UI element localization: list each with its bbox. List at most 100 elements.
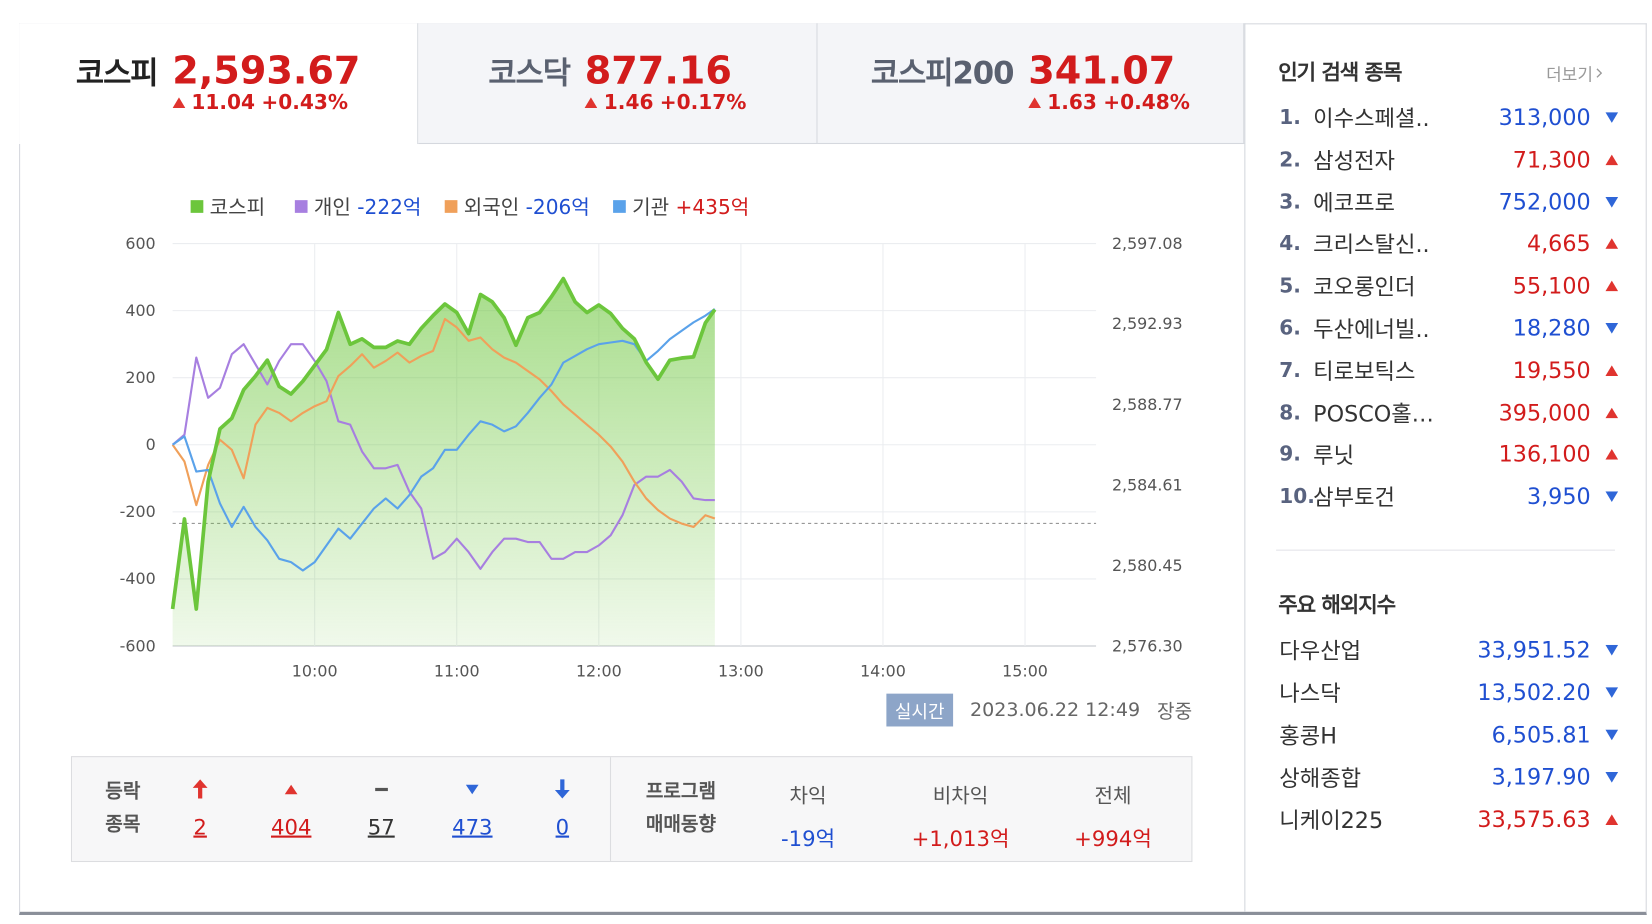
index-tab[interactable]: 코스피 2,593.67 11.04 +0.43% [19, 23, 419, 145]
legend-name: 개인 [314, 195, 351, 219]
popular-item[interactable]: 6. 두산에너빌.. 18,280 [1279, 312, 1619, 344]
y-tick-label: -600 [120, 636, 156, 655]
triangle-shape [1605, 154, 1619, 165]
stock-name[interactable]: 루닛 [1313, 443, 1355, 469]
change-amount[interactable]: 11.04 [191, 91, 256, 115]
stock-price[interactable]: 313,000 [1498, 104, 1591, 131]
index-name: 홍콩H [1279, 723, 1337, 749]
change-rate[interactable]: +0.17% [659, 91, 747, 115]
breadth-count[interactable]: 0 [555, 814, 570, 840]
stock-price[interactable]: 136,100 [1498, 442, 1591, 468]
series-line [172, 308, 716, 572]
more-text[interactable]: 더보기 [1546, 64, 1593, 85]
stock-price[interactable]: 71,300 [1512, 146, 1591, 173]
legend-swatch [613, 200, 626, 213]
chevron [1596, 68, 1603, 78]
popular-item[interactable]: 10. 삼부토건 3,950 [1279, 481, 1619, 513]
triangle-shape [1605, 644, 1619, 656]
rank[interactable]: 4. [1279, 232, 1301, 256]
index-change[interactable]: 11.04 +0.43% [172, 91, 360, 114]
stock-name[interactable]: POSCO홀… [1313, 400, 1434, 427]
breadth-count[interactable]: 404 [271, 814, 312, 840]
popular-item[interactable]: 2. 삼성전자 71,300 [1279, 144, 1619, 176]
breadth-count[interactable]: 2 [193, 814, 207, 840]
popular-item[interactable]: 9. 루닛 136,100 [1279, 439, 1619, 471]
program-value: +1,013억 [911, 826, 1010, 852]
change-amount[interactable]: 1.46 [603, 91, 654, 115]
stock-name[interactable]: 에코프로 [1313, 190, 1396, 216]
rank[interactable]: 5. [1279, 274, 1301, 298]
stock-price[interactable]: 55,100 [1512, 273, 1591, 299]
index-name[interactable]: 코스피 [75, 55, 159, 92]
rank[interactable]: 1. [1279, 105, 1301, 130]
up-triangle [1605, 238, 1619, 250]
legend-amount: +435억 [676, 195, 750, 219]
change-rate[interactable]: +0.43% [261, 91, 349, 115]
breadth-count[interactable]: 473 [452, 814, 493, 840]
change-rate[interactable]: +0.48% [1103, 91, 1190, 115]
triangle-shape [1605, 365, 1619, 376]
stock-price[interactable]: 752,000 [1498, 189, 1591, 215]
popular-item[interactable]: 1. 이수스페셜.. 313,000 [1279, 102, 1619, 134]
index-value[interactable]: 877.16 [584, 49, 732, 94]
stock-price[interactable]: 395,000 [1498, 399, 1591, 426]
stock-price[interactable]: 18,280 [1512, 315, 1591, 341]
breadth-count[interactable]: 57 [367, 814, 395, 840]
popular-item[interactable]: 4. 크리스탈신.. 4,665 [1279, 228, 1619, 260]
stock-name[interactable]: 두산에너빌.. [1313, 316, 1430, 343]
index-tab[interactable]: 코스닥 877.16 1.46 +0.17% [418, 23, 818, 145]
rank[interactable]: 2. [1279, 148, 1301, 172]
icon-shape [192, 779, 208, 799]
rank[interactable]: 10. [1279, 485, 1315, 509]
overseas-item: 다우산업 33,951.52 [1279, 634, 1619, 666]
tab-content[interactable]: 코스닥 877.16 1.46 +0.17% [418, 49, 816, 115]
index-tab[interactable]: 코스피200 341.07 1.63 +0.48% [817, 23, 1245, 145]
stock-name[interactable]: 삼성전자 [1313, 148, 1396, 174]
popular-item[interactable]: 7. 티로보틱스 19,550 [1279, 355, 1619, 387]
index-change[interactable]: 1.46 +0.17% [584, 91, 747, 115]
tab-content[interactable]: 코스피200 341.07 1.63 +0.48% [818, 49, 1244, 115]
breadth-label: 등락 종목 [105, 775, 140, 841]
stock-price[interactable]: 19,550 [1512, 357, 1591, 384]
market-state: 장중 [1157, 700, 1193, 723]
index-name: 나스닥 [1279, 680, 1341, 707]
index-value: 3,197.90 [1491, 764, 1591, 791]
more-link[interactable]: 더보기 [1546, 60, 1603, 85]
stock-price[interactable]: 4,665 [1526, 231, 1591, 257]
tab-content[interactable]: 코스피 2,593.67 11.04 +0.43% [19, 49, 417, 115]
index-value: 13,502.20 [1477, 679, 1591, 706]
change-amount[interactable]: 1.63 [1047, 91, 1097, 115]
stock-name[interactable]: 티로보틱스 [1313, 358, 1416, 385]
stock-name[interactable]: 삼부토건 [1313, 485, 1396, 511]
rank[interactable]: 3. [1279, 190, 1301, 214]
stock-price[interactable]: 3,950 [1526, 484, 1591, 510]
overseas-item: 나스닥 13,502.20 [1279, 677, 1619, 709]
stock-name[interactable]: 코오롱인더 [1313, 274, 1416, 300]
y-tick-label: -200 [120, 502, 156, 521]
index-name[interactable]: 코스피200 [870, 55, 1015, 92]
rank[interactable]: 8. [1279, 400, 1301, 425]
down-triangle [1605, 687, 1619, 698]
breadth-icon [554, 779, 570, 799]
y-tick-label: 600 [125, 234, 155, 253]
stock-name[interactable]: 이수스페셜.. [1313, 105, 1430, 132]
index-value[interactable]: 2,593.67 [172, 49, 361, 94]
index-name[interactable]: 코스닥 [488, 55, 571, 92]
index-value[interactable]: 341.07 [1028, 49, 1176, 94]
y2-tick-label: 2,597.08 [1112, 234, 1183, 253]
up-triangle [1028, 97, 1041, 109]
rank[interactable]: 9. [1279, 443, 1301, 467]
index-change[interactable]: 1.63 +0.48% [1028, 91, 1190, 114]
popular-title: 인기 검색 종목 [1278, 59, 1402, 85]
stock-name[interactable]: 크리스탈신.. [1313, 232, 1430, 258]
index-name: 니케이225 [1279, 808, 1384, 834]
popular-item[interactable]: 8. POSCO홀… 395,000 [1279, 397, 1619, 429]
index-value: 33,951.52 [1477, 637, 1591, 663]
overseas-item: 홍콩H 6,505.81 [1279, 719, 1619, 751]
datetime: 2023.06.22 12:49 [969, 698, 1141, 722]
rank[interactable]: 6. [1279, 316, 1301, 340]
popular-item[interactable]: 5. 코오롱인더 55,100 [1279, 270, 1619, 302]
popular-item[interactable]: 3. 에코프로 752,000 [1279, 186, 1619, 218]
breadth-icon [192, 779, 208, 799]
rank[interactable]: 7. [1279, 358, 1301, 383]
